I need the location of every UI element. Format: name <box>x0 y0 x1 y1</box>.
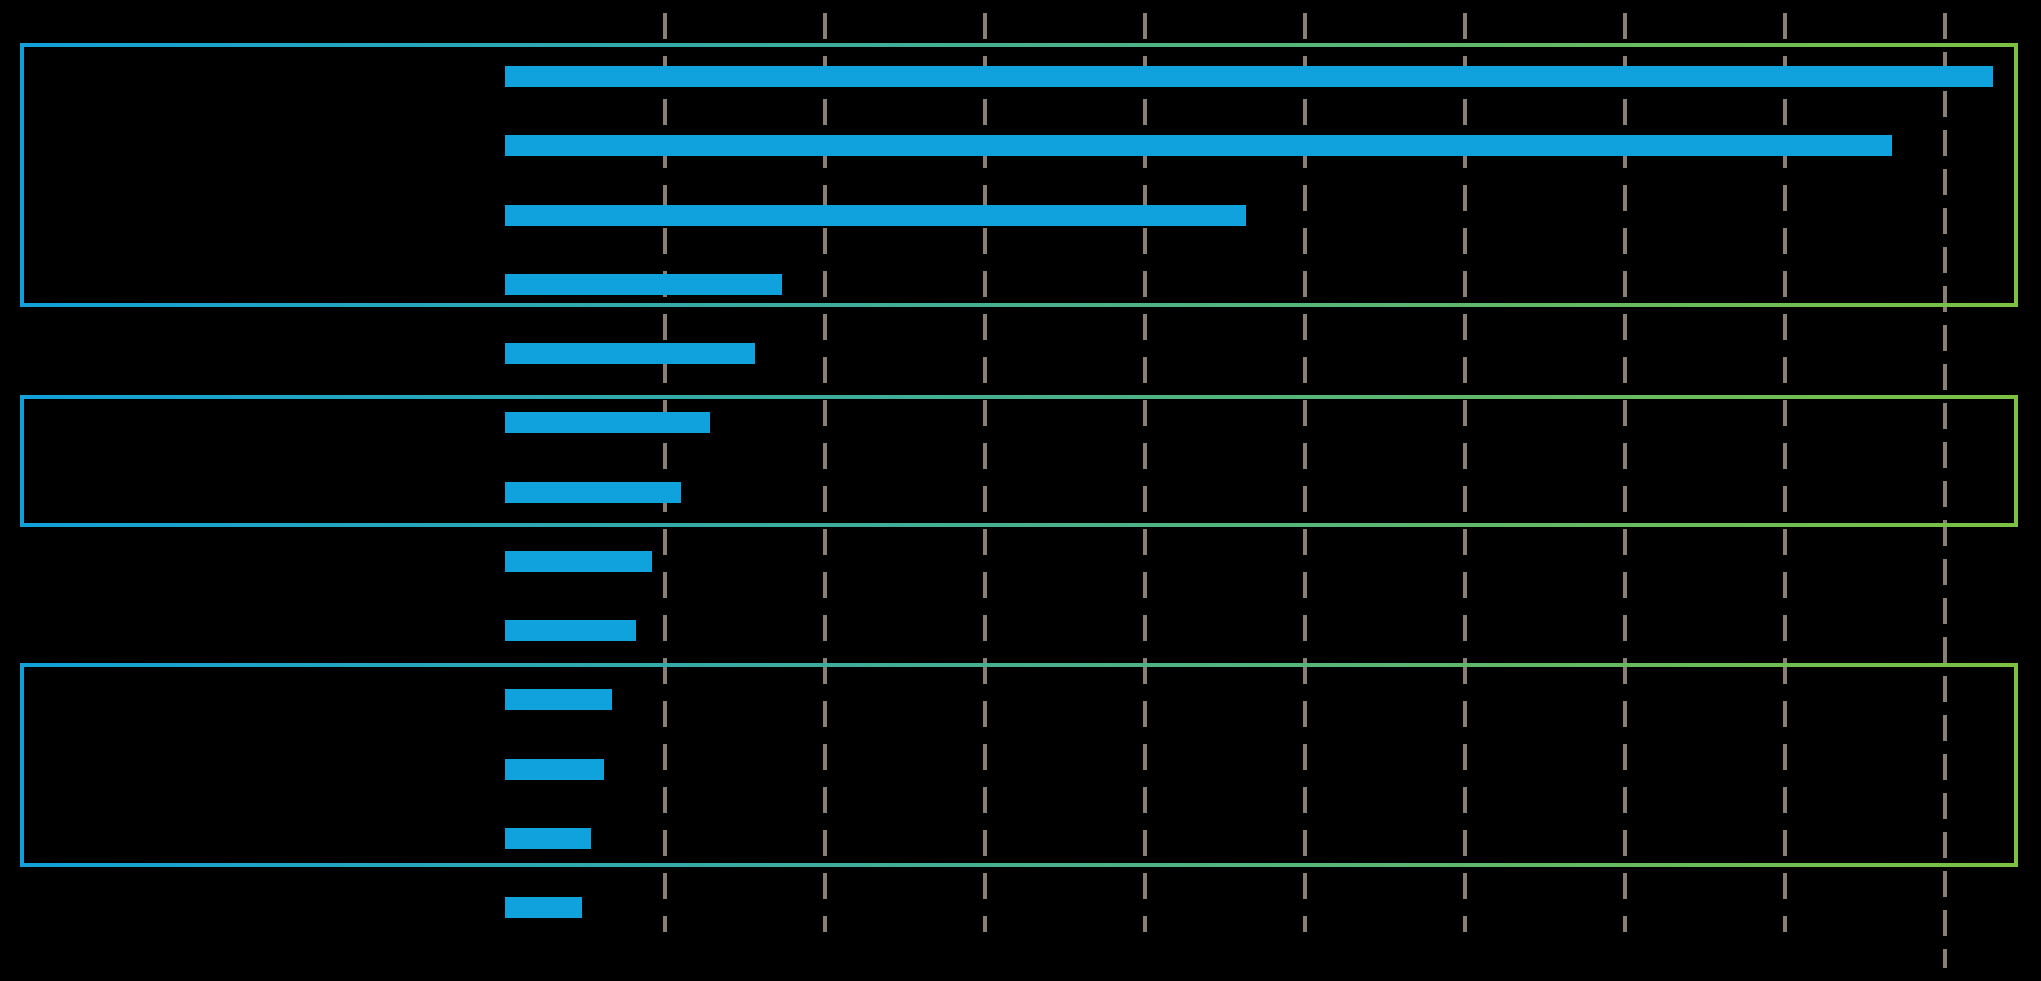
highlight-box <box>20 43 2018 307</box>
bar <box>505 620 637 641</box>
bar <box>505 897 582 918</box>
bar <box>505 550 653 572</box>
highlight-box <box>20 395 2018 527</box>
bar <box>505 343 755 364</box>
highlight-box <box>20 663 2018 867</box>
